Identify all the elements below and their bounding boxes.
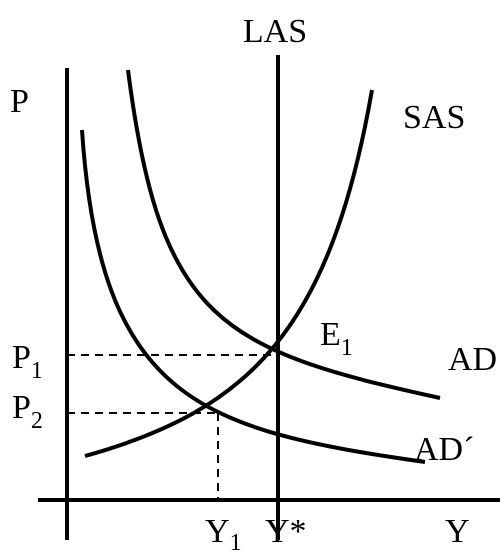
y1-sub: 1 [230,530,242,554]
y1-label: Y1 [205,513,242,554]
e1-label: E1 [320,316,353,361]
e1-text: E [320,316,341,353]
las-label: LAS [243,13,307,50]
p2-text: P [12,389,31,426]
sas-label: SAS [403,99,465,136]
ad-label: AD [448,341,497,378]
y1-text: Y [205,513,230,550]
p1-sub: 1 [31,358,43,384]
ad-prime-curve [80,129,426,464]
ad-prime-label: AD´ [414,431,474,468]
e1-sub: 1 [341,335,353,361]
y-star-label: Y* [265,513,307,550]
p-axis-label: P [10,83,29,120]
ad-curve [126,69,441,400]
p2-sub: 2 [31,408,43,434]
sas-curve [84,89,374,458]
p2-label: P2 [12,389,43,434]
p1-text: P [12,339,31,376]
p1-label: P1 [12,339,43,384]
y-axis-label: Y [445,513,470,550]
